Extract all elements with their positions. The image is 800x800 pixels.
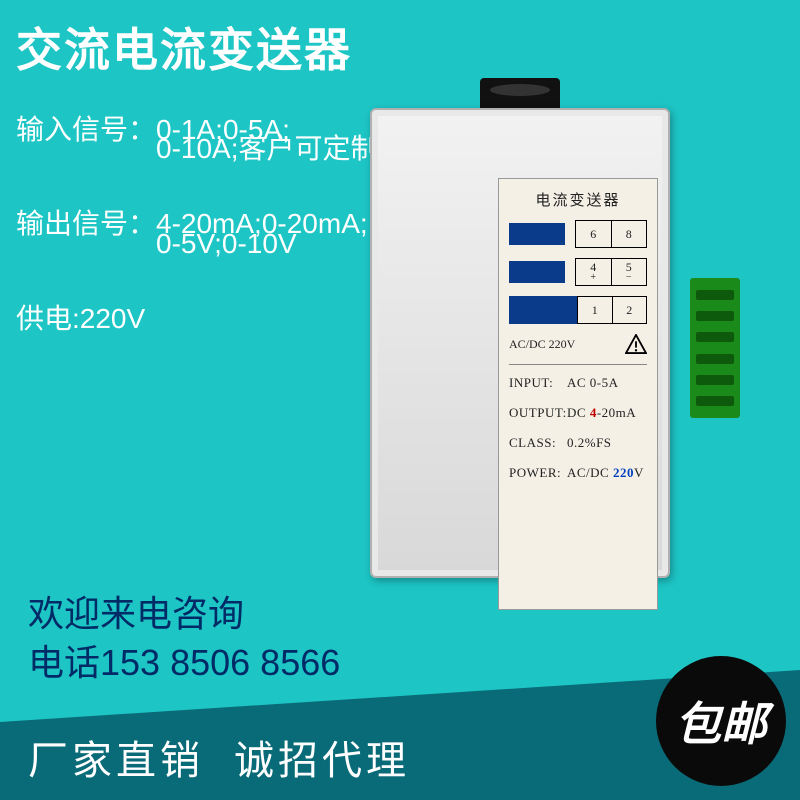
device-label-plate: 电流变送器 6 8 4+ 5− 1 2 <box>498 178 658 610</box>
free-shipping-badge: 包邮 <box>656 656 786 786</box>
v-input: AC 0-5A <box>567 375 619 390</box>
pin-row-3: 1 2 <box>509 296 647 324</box>
warning-triangle-icon <box>625 334 647 354</box>
input-label: 输入信号： <box>16 114 156 145</box>
k-output: OUTPUT: <box>509 405 567 421</box>
contact-block: 欢迎来电咨询 电话153 8506 8566 <box>28 590 340 687</box>
device-label-title: 电流变送器 <box>509 189 647 210</box>
k-power: POWER: <box>509 465 567 481</box>
ship-badge-text: 包邮 <box>675 688 767 754</box>
pin-plus: + <box>590 273 596 283</box>
acdc-text: AC/DC 220V <box>509 337 575 352</box>
v-output-pre: DC <box>567 405 590 420</box>
v-power-pre: AC/DC <box>567 465 613 480</box>
bottom-bar: 厂家直销诚招代理 <box>28 728 410 786</box>
bottom-t2: 诚招代理 <box>234 739 410 783</box>
phone-label: 电话 <box>28 642 100 683</box>
device-body: 电流变送器 6 8 4+ 5− 1 2 <box>370 108 670 578</box>
pin-box: 1 2 <box>577 296 647 324</box>
green-terminal-block <box>690 278 740 418</box>
pin-row-2: 4+ 5− <box>509 258 647 286</box>
v-power-post: V <box>634 465 644 480</box>
divider-line <box>509 364 647 365</box>
pin-2: 2 <box>626 304 632 316</box>
power-label: 供电: <box>16 303 80 334</box>
contact-line1: 欢迎来电咨询 <box>28 590 340 639</box>
k-class: CLASS: <box>509 435 567 451</box>
spec-block: 输入信号：0-1A;0-5A; 0-10A;客户可定制 输出信号：4-20mA;… <box>16 110 379 374</box>
k-input: INPUT: <box>509 375 567 391</box>
output-label: 输出信号： <box>16 208 156 239</box>
pin-6: 6 <box>590 228 596 240</box>
v-output-acc: 4 <box>590 405 597 420</box>
product-image: 电流变送器 6 8 4+ 5− 1 2 <box>370 78 710 588</box>
v-power-acc: 220 <box>613 465 634 480</box>
v-output-post: -20mA <box>597 405 636 420</box>
phone-number: 153 8506 8566 <box>100 642 340 683</box>
bottom-t1: 厂家直销 <box>28 739 204 783</box>
blue-block-icon <box>509 261 565 283</box>
power-value: 220V <box>80 303 145 334</box>
acdc-row: AC/DC 220V <box>509 334 647 354</box>
pin-8: 8 <box>626 228 632 240</box>
blue-block-icon <box>509 223 565 245</box>
input-line2: 0-10A;客户可定制 <box>156 129 379 168</box>
pin-box: 4+ 5− <box>575 258 647 286</box>
blue-block-icon <box>509 296 577 324</box>
pin-minus: − <box>626 273 632 283</box>
pin-box: 6 8 <box>575 220 647 248</box>
pin-1: 1 <box>592 304 598 316</box>
page-title: 交流电流变送器 <box>16 14 352 80</box>
v-class: 0.2%FS <box>567 435 612 450</box>
device-spec-lines: INPUT:AC 0-5A OUTPUT:DC 4-20mA CLASS:0.2… <box>509 375 647 481</box>
pin-row-1: 6 8 <box>509 220 647 248</box>
